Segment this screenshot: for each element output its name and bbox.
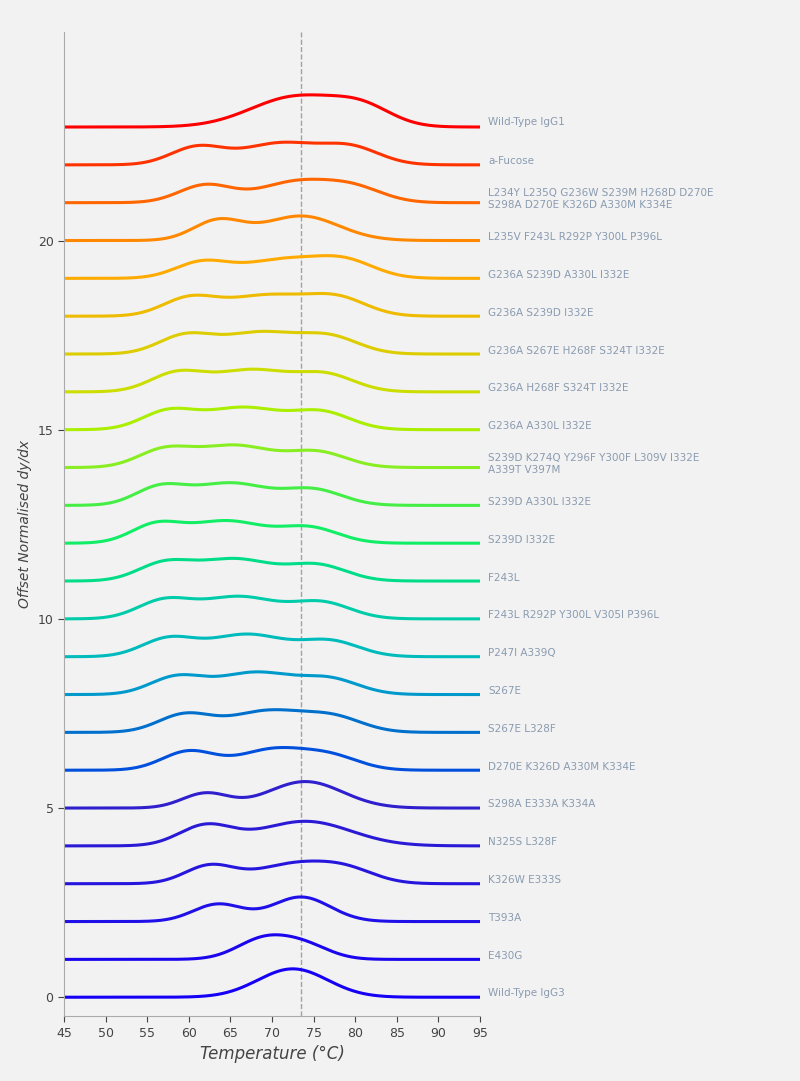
Text: G236A H268F S324T I332E: G236A H268F S324T I332E xyxy=(488,384,629,393)
Text: S239D I332E: S239D I332E xyxy=(488,535,555,545)
Text: P247I A339Q: P247I A339Q xyxy=(488,649,556,658)
Text: G236A S239D A330L I332E: G236A S239D A330L I332E xyxy=(488,270,630,280)
Text: Wild-Type IgG1: Wild-Type IgG1 xyxy=(488,117,565,128)
Text: T393A: T393A xyxy=(488,912,522,923)
Text: S239D A330L I332E: S239D A330L I332E xyxy=(488,497,591,507)
Text: G236A S267E H268F S324T I332E: G236A S267E H268F S324T I332E xyxy=(488,346,665,356)
X-axis label: Temperature (°C): Temperature (°C) xyxy=(199,1045,345,1063)
Text: G236A A330L I332E: G236A A330L I332E xyxy=(488,422,592,431)
Text: L235V F243L R292P Y300L P396L: L235V F243L R292P Y300L P396L xyxy=(488,231,662,242)
Text: F243L: F243L xyxy=(488,573,520,583)
Text: L234Y L235Q G236W S239M H268D D270E
S298A D270E K326D A330M K334E: L234Y L235Q G236W S239M H268D D270E S298… xyxy=(488,188,714,210)
Text: G236A S239D I332E: G236A S239D I332E xyxy=(488,308,594,318)
Text: S239D K274Q Y296F Y300F L309V I332E
A339T V397M: S239D K274Q Y296F Y300F L309V I332E A339… xyxy=(488,453,700,475)
Text: S267E: S267E xyxy=(488,686,522,696)
Text: S267E L328F: S267E L328F xyxy=(488,724,556,734)
Y-axis label: Offset Normalised dy/dx: Offset Normalised dy/dx xyxy=(18,440,32,609)
Text: D270E K326D A330M K334E: D270E K326D A330M K334E xyxy=(488,762,636,772)
Text: a-Fucose: a-Fucose xyxy=(488,157,534,166)
Text: Wild-Type IgG3: Wild-Type IgG3 xyxy=(488,988,565,998)
Text: E430G: E430G xyxy=(488,950,522,961)
Text: N325S L328F: N325S L328F xyxy=(488,837,558,848)
Text: K326W E333S: K326W E333S xyxy=(488,876,562,885)
Text: F243L R292P Y300L V305I P396L: F243L R292P Y300L V305I P396L xyxy=(488,611,659,620)
Text: S298A E333A K334A: S298A E333A K334A xyxy=(488,799,596,809)
